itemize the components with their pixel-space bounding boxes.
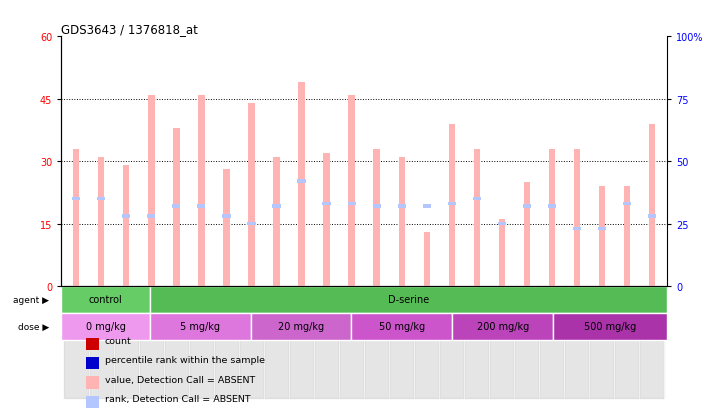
Text: count: count bbox=[105, 336, 132, 345]
Bar bbox=[247, 222, 255, 226]
Bar bbox=[86, 396, 99, 408]
Bar bbox=[554, 313, 667, 340]
Bar bbox=[448, 202, 456, 206]
Text: percentile rank within the sample: percentile rank within the sample bbox=[105, 356, 265, 364]
Bar bbox=[123, 166, 130, 286]
Bar bbox=[539, 286, 565, 398]
Bar bbox=[298, 180, 306, 183]
Bar bbox=[373, 149, 380, 286]
Bar bbox=[624, 187, 630, 286]
Bar bbox=[572, 227, 581, 231]
Bar bbox=[339, 286, 364, 398]
Text: value, Detection Call = ABSENT: value, Detection Call = ABSENT bbox=[105, 375, 255, 384]
Bar bbox=[149, 95, 154, 286]
Bar bbox=[348, 202, 355, 206]
Bar bbox=[439, 286, 464, 398]
Bar bbox=[589, 286, 614, 398]
Bar bbox=[147, 215, 156, 218]
Bar bbox=[348, 95, 355, 286]
Bar bbox=[172, 205, 180, 209]
Bar bbox=[399, 157, 404, 286]
Bar bbox=[139, 286, 164, 398]
Bar bbox=[73, 149, 79, 286]
Text: GDS3643 / 1376818_at: GDS3643 / 1376818_at bbox=[61, 23, 198, 36]
Bar bbox=[389, 286, 414, 398]
Bar bbox=[514, 286, 539, 398]
Bar bbox=[289, 286, 314, 398]
Text: 50 mg/kg: 50 mg/kg bbox=[379, 321, 425, 332]
Bar bbox=[86, 338, 99, 350]
Text: D-serine: D-serine bbox=[388, 294, 429, 305]
Bar bbox=[423, 232, 430, 286]
Bar bbox=[598, 227, 606, 231]
Bar bbox=[322, 202, 331, 206]
Bar bbox=[173, 128, 180, 286]
Bar bbox=[273, 157, 280, 286]
Bar bbox=[214, 286, 239, 398]
Text: rank, Detection Call = ABSENT: rank, Detection Call = ABSENT bbox=[105, 394, 250, 403]
Bar bbox=[474, 149, 480, 286]
Text: dose ▶: dose ▶ bbox=[18, 322, 49, 331]
Bar bbox=[198, 95, 205, 286]
Bar bbox=[574, 149, 580, 286]
Bar bbox=[648, 215, 656, 218]
Bar bbox=[264, 286, 289, 398]
Bar bbox=[423, 205, 430, 209]
Bar bbox=[473, 197, 481, 201]
Bar bbox=[490, 286, 514, 398]
Bar bbox=[453, 313, 554, 340]
Text: control: control bbox=[89, 294, 123, 305]
Bar bbox=[72, 197, 80, 201]
Bar bbox=[89, 286, 114, 398]
Bar bbox=[189, 286, 214, 398]
Bar bbox=[114, 286, 139, 398]
Text: agent ▶: agent ▶ bbox=[13, 295, 49, 304]
Bar bbox=[523, 205, 531, 209]
Bar bbox=[414, 286, 439, 398]
Bar bbox=[61, 286, 150, 313]
Bar bbox=[298, 83, 305, 286]
Bar bbox=[373, 205, 381, 209]
Text: 0 mg/kg: 0 mg/kg bbox=[86, 321, 125, 332]
Bar bbox=[614, 286, 640, 398]
Bar bbox=[198, 205, 205, 209]
Bar bbox=[464, 286, 490, 398]
Bar bbox=[397, 205, 406, 209]
Bar bbox=[497, 222, 506, 226]
Bar bbox=[364, 286, 389, 398]
Bar bbox=[98, 157, 105, 286]
Bar bbox=[448, 124, 455, 286]
Bar bbox=[222, 215, 231, 218]
Bar bbox=[352, 313, 453, 340]
Bar bbox=[324, 153, 329, 286]
Bar bbox=[549, 149, 555, 286]
Bar bbox=[598, 187, 605, 286]
Bar bbox=[61, 313, 150, 340]
Bar bbox=[239, 286, 264, 398]
Bar bbox=[248, 104, 255, 286]
Bar bbox=[499, 220, 505, 286]
Bar bbox=[273, 205, 280, 209]
Bar bbox=[640, 286, 665, 398]
Bar bbox=[623, 202, 631, 206]
Bar bbox=[548, 205, 556, 209]
Bar bbox=[86, 357, 99, 370]
Bar bbox=[123, 215, 131, 218]
Text: 500 mg/kg: 500 mg/kg bbox=[584, 321, 636, 332]
Bar bbox=[150, 286, 667, 313]
Text: 200 mg/kg: 200 mg/kg bbox=[477, 321, 529, 332]
Bar bbox=[251, 313, 352, 340]
Bar bbox=[224, 170, 229, 286]
Text: 5 mg/kg: 5 mg/kg bbox=[180, 321, 220, 332]
Bar bbox=[314, 286, 339, 398]
Bar bbox=[63, 286, 89, 398]
Bar bbox=[565, 286, 589, 398]
Bar bbox=[150, 313, 251, 340]
Bar bbox=[649, 124, 655, 286]
Bar bbox=[164, 286, 189, 398]
Bar bbox=[523, 183, 530, 286]
Bar bbox=[97, 197, 105, 201]
Bar bbox=[86, 377, 99, 389]
Text: 20 mg/kg: 20 mg/kg bbox=[278, 321, 324, 332]
